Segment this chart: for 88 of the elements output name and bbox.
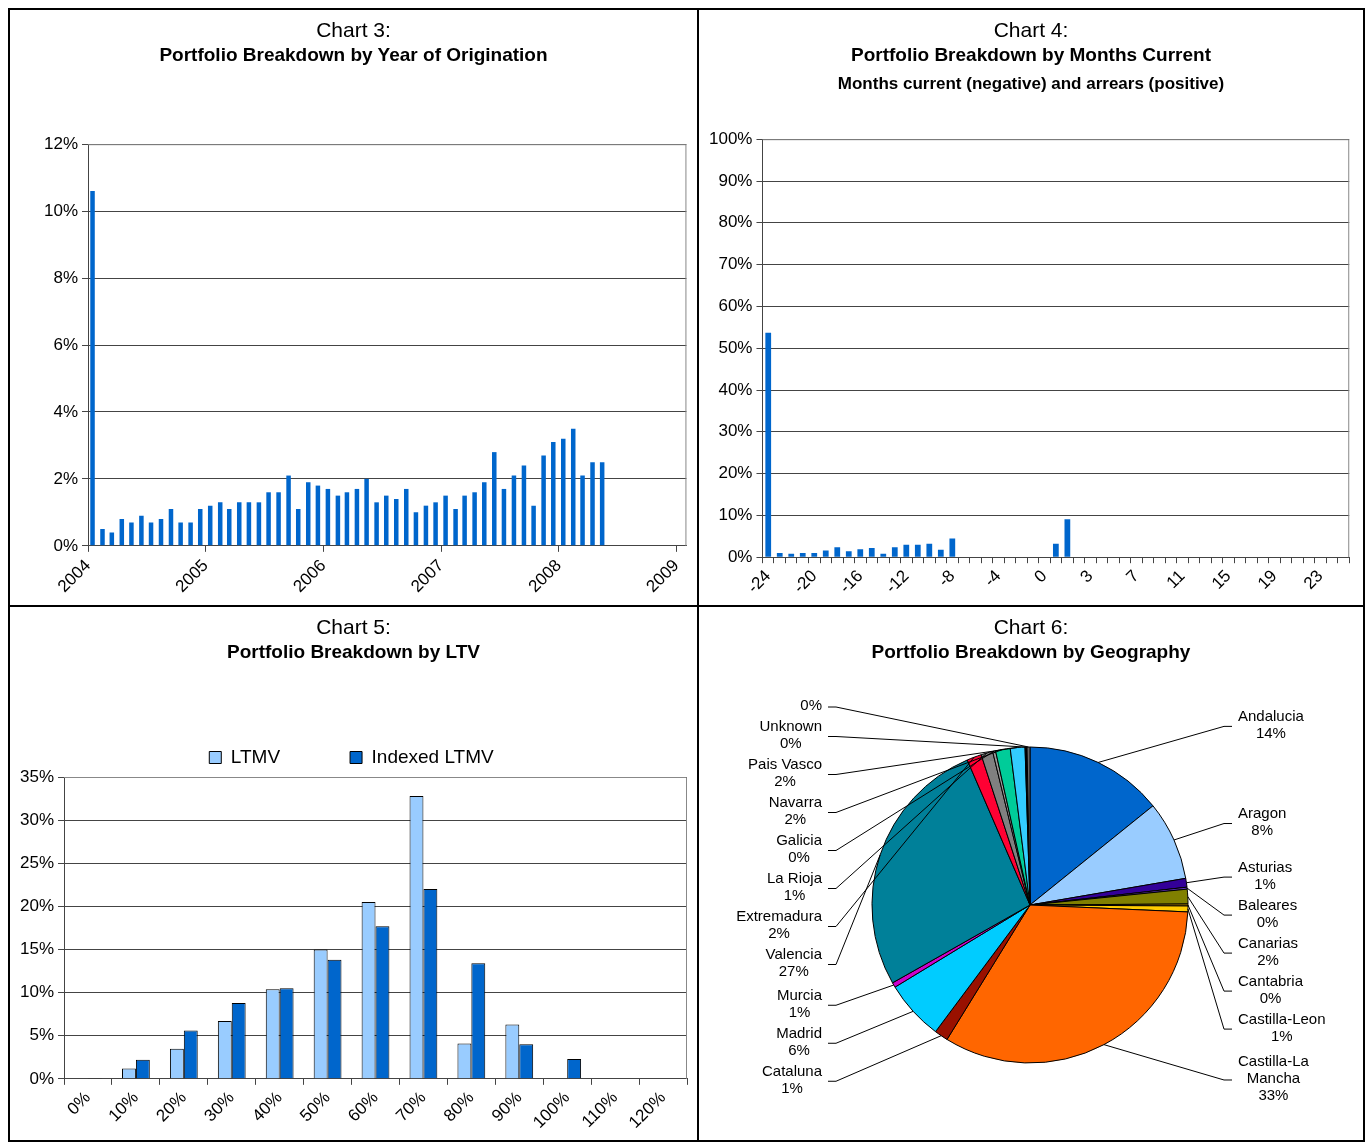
x-tick-label: -12: [881, 566, 913, 597]
chart-title: Chart 3:: [315, 18, 392, 42]
chart-subtitle: Portfolio Breakdown by Months Current: [850, 44, 1212, 66]
slice-label: Cantabria: [1238, 971, 1304, 989]
y-tick-label: 5%: [29, 1025, 55, 1045]
x-tick-label: 3: [1076, 566, 1097, 587]
x-tick-label: -24: [743, 566, 775, 597]
slice-label: Andalucia: [1238, 707, 1305, 725]
slice-label: Castilla-La Mancha: [1237, 1052, 1310, 1087]
legend-label: Indexed LTMV: [371, 745, 495, 767]
chart-subtitle: Portfolio Breakdown by LTV: [226, 641, 481, 663]
y-tick-label: 20%: [718, 463, 753, 483]
data-label: 2%: [1257, 950, 1279, 968]
y-tick-label: 80%: [718, 212, 753, 232]
y-tick-label: 10%: [19, 982, 55, 1002]
x-tick-label: 7: [1122, 566, 1143, 587]
data-label: 6%: [788, 1040, 810, 1058]
x-tick-label: -16: [835, 566, 867, 597]
chart-title: Chart 6:: [992, 615, 1070, 639]
slice-label: Cataluna: [761, 1061, 823, 1079]
y-tick-label: 60%: [718, 296, 753, 316]
slice-label: Extremadura: [736, 907, 823, 925]
slice-label: Aragon: [1238, 804, 1287, 822]
slice-label: Baleares: [1238, 895, 1298, 913]
chart-subtitle: Portfolio Breakdown by Geography: [870, 641, 1192, 663]
x-tick-label: 23: [1299, 566, 1327, 593]
x-tick-label: 15: [1207, 566, 1235, 593]
legend-label: LTMV: [230, 745, 281, 767]
x-tick-label: 40%: [248, 1087, 286, 1126]
y-tick-label: 10%: [718, 505, 753, 525]
data-label: 1%: [788, 1002, 811, 1020]
y-tick-label: 30%: [718, 421, 753, 441]
y-tick-label: 20%: [19, 896, 55, 916]
slice-label: Galicia: [776, 831, 823, 849]
data-label: 2%: [774, 772, 796, 790]
y-tick-label: 50%: [718, 337, 753, 357]
slice-label: La Rioja: [766, 869, 823, 887]
slice-label: Murcia: [776, 985, 823, 1003]
slice-label: Unknown: [759, 717, 823, 735]
slice-label: Valencia: [765, 945, 823, 963]
y-tick-label: 2%: [53, 468, 79, 488]
data-label: 33%: [1258, 1086, 1289, 1104]
data-label: 2%: [768, 924, 790, 942]
data-label: 8%: [1251, 821, 1274, 839]
data-label: 0%: [788, 848, 810, 866]
text: Months current (negative) and arrears (positive): [836, 74, 1226, 94]
data-label: 0%: [1259, 988, 1282, 1006]
slice-label: Pais Vasco: [748, 755, 823, 773]
slice-label: Canarias: [1238, 933, 1299, 951]
y-tick-label: 4%: [53, 401, 79, 421]
x-tick-label: -8: [934, 566, 959, 591]
data-label: 27%: [778, 962, 809, 980]
y-tick-label: 25%: [19, 852, 55, 872]
y-tick-label: 90%: [718, 170, 753, 190]
chart-title: Chart 5:: [315, 615, 392, 639]
y-tick-label: 30%: [19, 809, 55, 829]
y-tick-label: 100%: [709, 128, 753, 148]
data-label: 1%: [781, 1078, 803, 1096]
chart-subtitle: Portfolio Breakdown by Year of Origination: [158, 44, 549, 66]
x-tick-label: 11: [1162, 566, 1189, 593]
y-tick-label: 35%: [19, 766, 55, 786]
data-label: 14%: [1255, 724, 1286, 742]
data-label: 2%: [784, 810, 807, 828]
x-tick-label: -4: [980, 566, 1005, 591]
x-tick-label: 19: [1253, 566, 1281, 593]
slice-label: Castilla-Leon: [1238, 1009, 1326, 1027]
y-tick-label: 70%: [718, 254, 753, 274]
data-label: 1%: [783, 886, 806, 904]
slice-label: Navarra: [768, 793, 823, 811]
data-label: 0%: [779, 734, 802, 752]
x-tick-label: 70%: [392, 1087, 430, 1126]
data-label: 1%: [1270, 1026, 1293, 1044]
y-tick-label: 8%: [53, 267, 79, 287]
y-tick-label: 12%: [43, 133, 79, 153]
data-label: 0%: [800, 696, 822, 714]
y-tick-label: 0%: [29, 1068, 55, 1088]
y-tick-label: 10%: [43, 200, 79, 220]
y-tick-label: 40%: [718, 379, 753, 399]
slice-label: Madrid: [776, 1023, 822, 1041]
data-label: 1%: [1254, 874, 1276, 892]
y-tick-label: 15%: [19, 939, 55, 959]
x-tick-label: -20: [789, 566, 821, 597]
slice-label: Asturias: [1238, 857, 1293, 875]
y-tick-label: 6%: [53, 334, 79, 354]
x-tick-label: 0: [1030, 566, 1051, 587]
data-label: 0%: [1256, 912, 1279, 930]
chart-title: Chart 4:: [992, 18, 1070, 42]
y-tick-label: 0%: [53, 535, 79, 555]
